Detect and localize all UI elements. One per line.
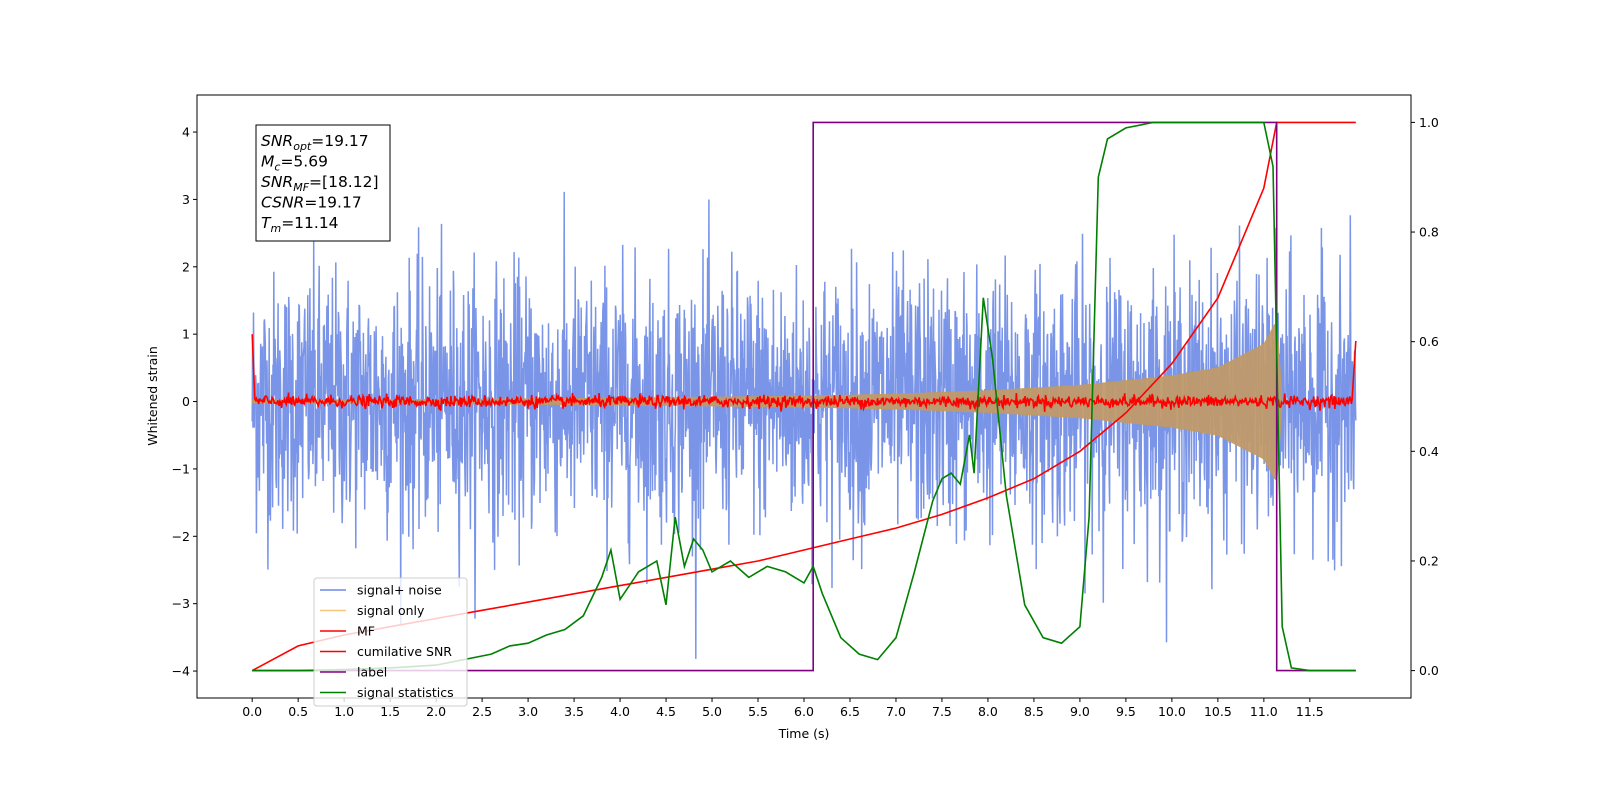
y-axis-label: Whitened strain [145,346,160,445]
mf-series [251,334,1357,412]
x-tick-label: 1.0 [334,704,354,719]
y-tick-label: −3 [172,596,190,611]
info-line: Mc=5.69 [261,153,328,174]
y-tick-label: −1 [172,461,190,476]
x-tick-label: 7.5 [932,704,952,719]
legend-label: label [357,665,387,680]
y2-tick-label: 0.2 [1419,553,1439,568]
label-series [252,121,1356,672]
x-tick-label: 3.5 [564,704,584,719]
x-tick-label: 11.0 [1250,704,1278,719]
y-tick-label: −4 [172,664,190,679]
y-tick-label: 4 [182,125,190,140]
x-tick-label: 0.0 [242,704,262,719]
axes: 0.0 0.5 1.0 1.5 2.0 2.5 3.0 3.5 4.0 4.5 5.0 5.5 6.0 6… [172,115,1439,719]
legend-frame [313,577,468,707]
y-tick-label: 3 [182,192,190,207]
x-tick-label: 6.5 [840,704,860,719]
x-tick-label: 7.0 [886,704,906,719]
x-tick-label: 4.0 [610,704,630,719]
legend-label: signal+ noise [357,583,442,598]
x-tick-label: 8.5 [1024,704,1044,719]
y2-tick-label: 0.0 [1419,663,1439,678]
info-box-frame [255,124,391,242]
info-box: SNRopt=19.17Mc=5.69SNRMF=[18.12]CSNR=19.… [255,124,391,242]
y-tick-label: −2 [172,529,190,544]
x-tick-label: 6.0 [794,704,814,719]
x-tick-label: 2.5 [472,704,492,719]
y2-tick-label: 0.8 [1419,225,1439,240]
x-tick-label: 11.5 [1296,704,1324,719]
x-tick-label: 9.5 [1116,704,1136,719]
legend-label: cumilative SNR [357,644,452,659]
plot-area [251,121,1357,672]
legend-label: signal only [357,603,425,618]
x-tick-label: 3.0 [518,704,538,719]
x-tick-label: 5.5 [748,704,768,719]
info-line: SNRopt=19.17 [261,132,369,153]
info-line: SNRMF=[18.12] [261,173,379,194]
x-tick-label: 0.5 [288,704,308,719]
y-tick-label: 0 [182,394,190,409]
x-axis-label: Time (s) [778,726,830,741]
x-tick-label: 10.5 [1204,704,1232,719]
info-line: Tm=11.14 [261,214,339,235]
x-tick-label: 8.0 [978,704,998,719]
y-tick-label: 2 [182,259,190,274]
y-tick-label: 1 [182,327,190,342]
info-line: CSNR=19.17 [261,194,362,212]
x-tick-label: 1.5 [380,704,400,719]
legend-label: MF [357,624,375,639]
x-tick-label: 10.0 [1158,704,1186,719]
x-tick-label: 4.5 [656,704,676,719]
signal-statistics-series [252,121,1356,672]
legend-label: signal statistics [357,685,454,700]
y2-tick-label: 1.0 [1419,115,1439,130]
x-tick-label: 2.0 [426,704,446,719]
x-tick-label: 5.0 [702,704,722,719]
y2-tick-label: 0.6 [1419,334,1439,349]
y2-tick-label: 0.4 [1419,444,1439,459]
legend: signal+ noise signal only MF cumilative SNR… [313,577,468,707]
x-tick-label: 9.0 [1070,704,1090,719]
